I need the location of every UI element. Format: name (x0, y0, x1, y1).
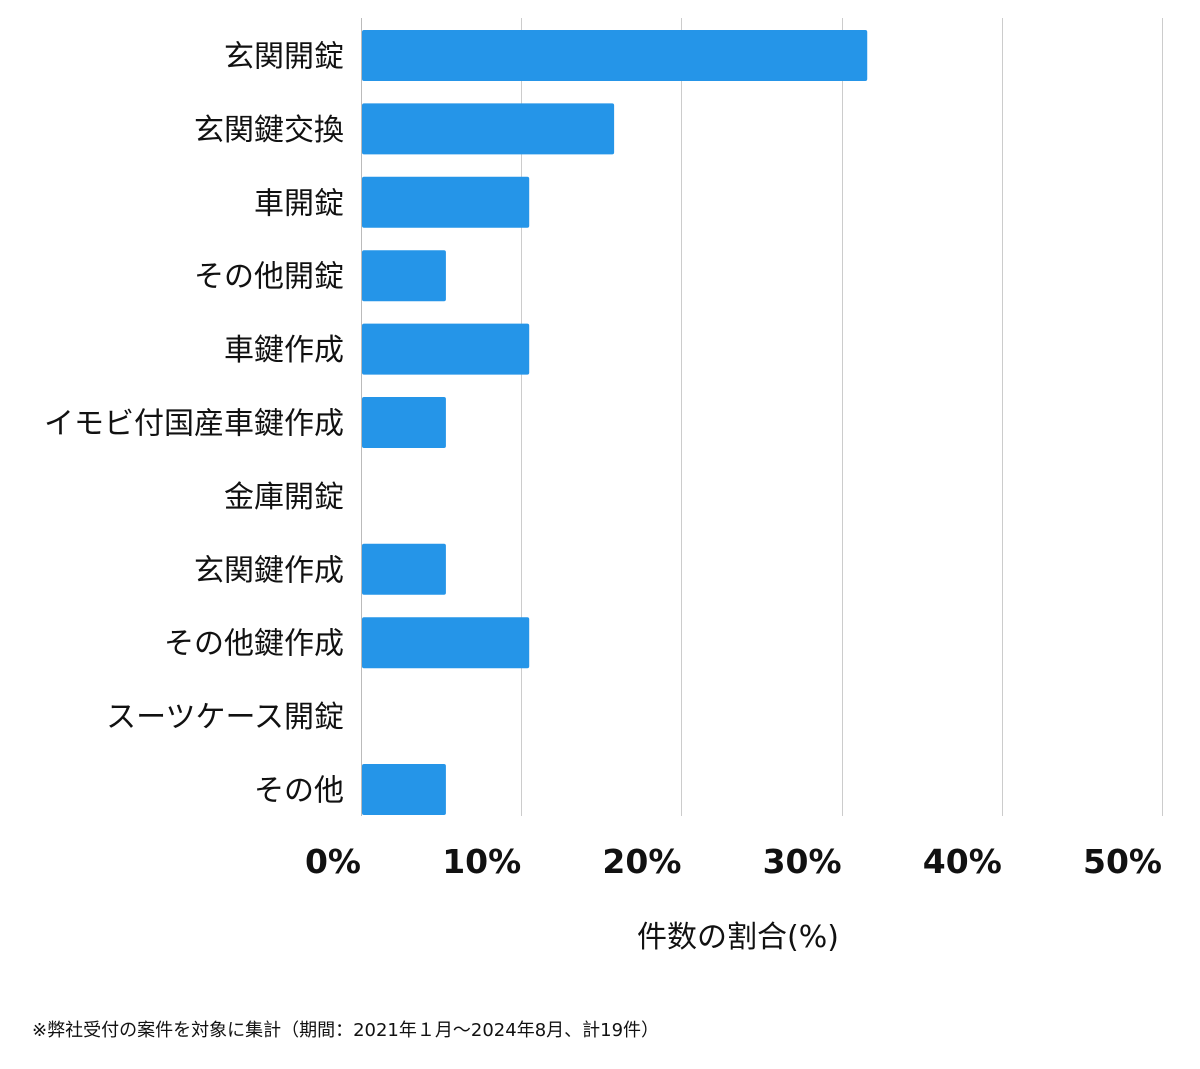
category-label: 車開錠 (254, 186, 344, 221)
bar (362, 30, 868, 81)
bar (362, 176, 530, 228)
bar (362, 764, 446, 815)
category-label: 車鍵作成 (224, 333, 344, 368)
category-label: その他 (254, 774, 344, 809)
bar (362, 397, 446, 448)
bar (362, 250, 446, 302)
x-axis-title: 件数の割合(%) (637, 920, 839, 955)
footnote: ※弊社受付の案件を対象に集計（期間：2021年１月〜2024年8月、計19件） (32, 1020, 659, 1041)
x-tick-label: 0% (305, 842, 361, 881)
category-label: イモビ付国産車鍵作成 (44, 407, 344, 442)
category-label: 玄関開錠 (224, 40, 344, 75)
x-tick-label: 20% (602, 842, 681, 881)
category-label: その他開錠 (194, 260, 344, 295)
tick-labels: 0% 10% 20% 30% 40% 50% (305, 842, 1162, 881)
x-tick-label: 40% (923, 842, 1002, 881)
category-label: スーツケース開錠 (106, 700, 344, 735)
category-label: 玄関鍵作成 (194, 553, 344, 588)
bar (362, 103, 615, 155)
x-tick-label: 10% (442, 842, 521, 881)
category-label: 金庫開錠 (224, 480, 344, 515)
bar (362, 617, 530, 669)
category-label: 玄関鍵交換 (194, 113, 344, 148)
x-tick-label: 50% (1083, 842, 1162, 881)
bar (362, 323, 530, 375)
bar-layer (362, 30, 868, 815)
bar (362, 543, 446, 595)
category-label: その他鍵作成 (164, 627, 344, 662)
category-labels: 玄関開錠玄関鍵交換車開錠その他開錠車鍵作成イモビ付国産車鍵作成金庫開錠玄関鍵作成… (44, 40, 344, 809)
x-tick-label: 30% (763, 842, 842, 881)
